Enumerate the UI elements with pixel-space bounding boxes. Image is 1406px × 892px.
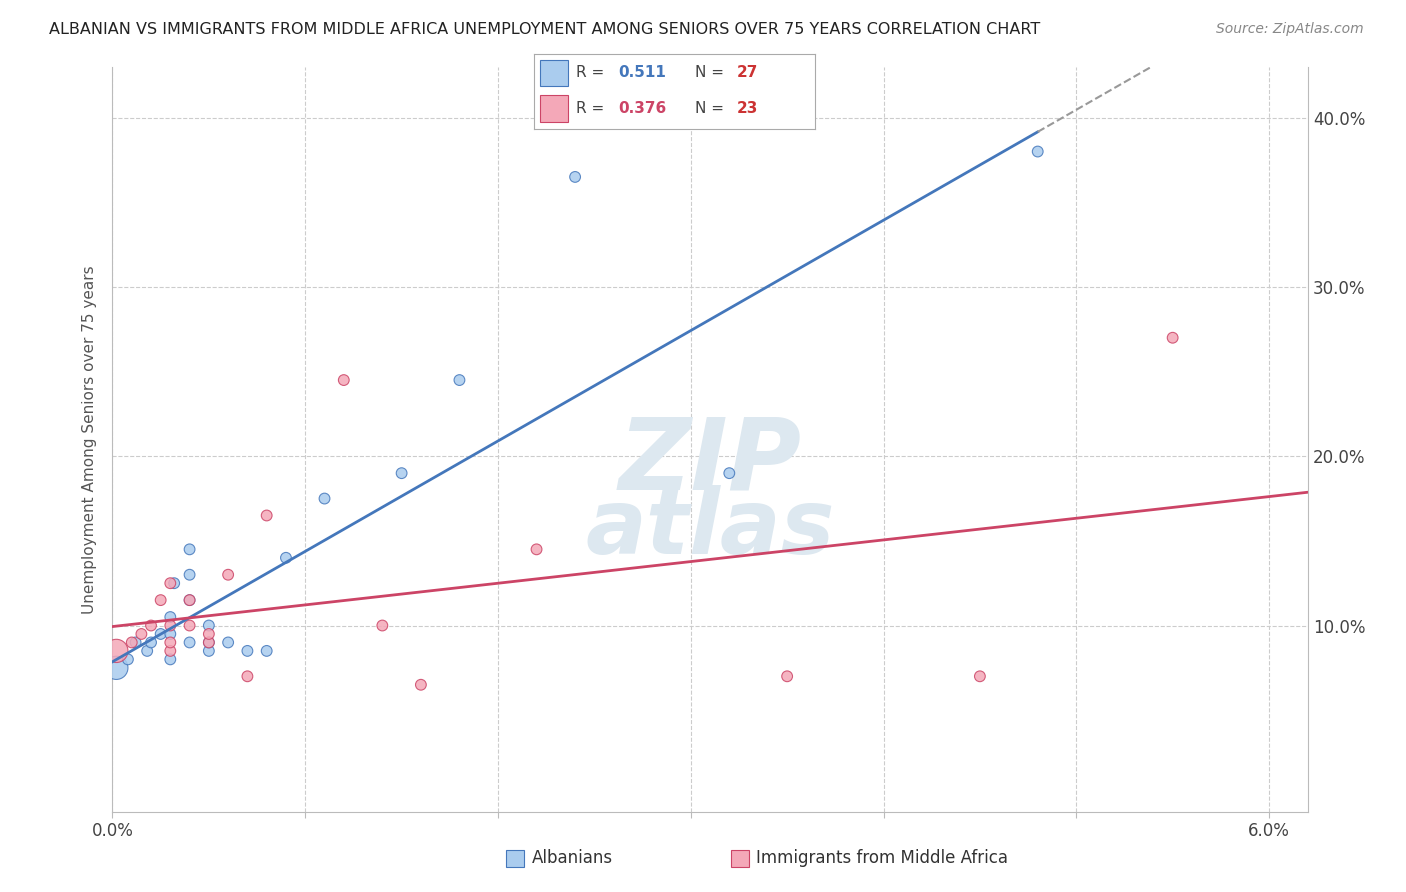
Point bbox=[217, 635, 239, 649]
Point bbox=[105, 644, 128, 658]
Point bbox=[149, 593, 172, 607]
Point bbox=[198, 635, 221, 649]
Text: 23: 23 bbox=[737, 101, 758, 116]
Text: ALBANIAN VS IMMIGRANTS FROM MIDDLE AFRICA UNEMPLOYMENT AMONG SENIORS OVER 75 YEA: ALBANIAN VS IMMIGRANTS FROM MIDDLE AFRIC… bbox=[49, 22, 1040, 37]
Point bbox=[1026, 145, 1049, 159]
Point bbox=[179, 593, 201, 607]
Point bbox=[179, 542, 201, 557]
Point bbox=[314, 491, 336, 506]
Point bbox=[776, 669, 799, 683]
Point bbox=[131, 627, 153, 641]
Point bbox=[159, 627, 181, 641]
Point bbox=[105, 661, 128, 675]
Point bbox=[526, 542, 548, 557]
Point bbox=[159, 618, 181, 632]
Point bbox=[236, 669, 259, 683]
Point bbox=[179, 618, 201, 632]
Point bbox=[136, 644, 159, 658]
Point bbox=[117, 652, 139, 666]
Point bbox=[159, 610, 181, 624]
Point bbox=[121, 635, 143, 649]
Text: R =: R = bbox=[576, 101, 610, 116]
Point bbox=[449, 373, 471, 387]
Point bbox=[198, 627, 221, 641]
Point bbox=[256, 644, 278, 658]
Text: N =: N = bbox=[695, 65, 728, 80]
Y-axis label: Unemployment Among Seniors over 75 years: Unemployment Among Seniors over 75 years bbox=[82, 265, 97, 614]
Text: 0.376: 0.376 bbox=[619, 101, 666, 116]
Point bbox=[159, 576, 181, 591]
Point bbox=[159, 652, 181, 666]
Point bbox=[718, 466, 741, 480]
Text: N =: N = bbox=[695, 101, 728, 116]
Bar bbox=[540, 95, 568, 122]
Point bbox=[217, 567, 239, 582]
Point bbox=[179, 635, 201, 649]
Text: Albanians: Albanians bbox=[531, 849, 613, 867]
Text: 27: 27 bbox=[737, 65, 758, 80]
Point bbox=[179, 593, 201, 607]
Point bbox=[274, 550, 297, 565]
Point bbox=[564, 169, 586, 184]
Point bbox=[149, 627, 172, 641]
Point bbox=[198, 618, 221, 632]
Bar bbox=[540, 60, 568, 87]
Point bbox=[391, 466, 413, 480]
Point bbox=[163, 576, 186, 591]
Text: 0.511: 0.511 bbox=[619, 65, 666, 80]
Point bbox=[333, 373, 356, 387]
Point bbox=[179, 567, 201, 582]
Point bbox=[256, 508, 278, 523]
Text: R =: R = bbox=[576, 65, 610, 80]
Point bbox=[124, 635, 146, 649]
Text: Source: ZipAtlas.com: Source: ZipAtlas.com bbox=[1216, 22, 1364, 37]
Text: Immigrants from Middle Africa: Immigrants from Middle Africa bbox=[756, 849, 1008, 867]
Text: atlas: atlas bbox=[585, 484, 835, 573]
Point bbox=[969, 669, 991, 683]
Point bbox=[139, 618, 162, 632]
Point bbox=[139, 635, 162, 649]
Point bbox=[159, 644, 181, 658]
Point bbox=[409, 678, 432, 692]
Point bbox=[1161, 331, 1184, 345]
Text: ZIP: ZIP bbox=[619, 413, 801, 510]
Point bbox=[371, 618, 394, 632]
Point bbox=[159, 635, 181, 649]
Point bbox=[236, 644, 259, 658]
Point bbox=[198, 644, 221, 658]
Point bbox=[198, 635, 221, 649]
